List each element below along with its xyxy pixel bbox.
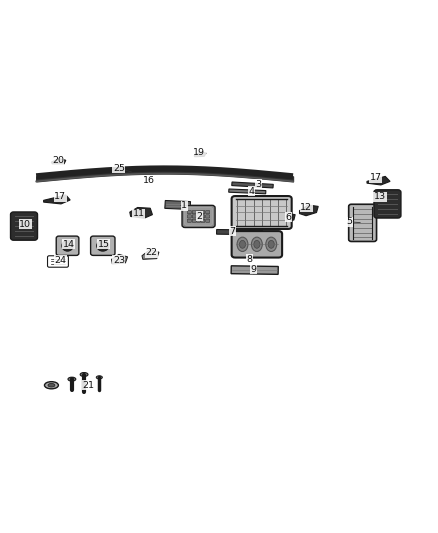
Text: 11: 11 [132,209,145,218]
Bar [216,230,262,235]
Text: 3: 3 [255,180,261,189]
Text: 1: 1 [181,201,187,210]
Text: 6: 6 [286,213,292,222]
Ellipse shape [68,377,76,381]
Ellipse shape [240,240,246,248]
FancyBboxPatch shape [374,190,401,218]
Text: 17: 17 [370,173,381,182]
FancyBboxPatch shape [197,215,201,218]
Text: 5: 5 [346,217,353,227]
Polygon shape [51,158,66,164]
FancyBboxPatch shape [185,207,212,225]
Polygon shape [142,249,159,260]
Text: 24: 24 [54,255,66,264]
Ellipse shape [99,243,106,249]
Text: 15: 15 [98,240,110,249]
FancyBboxPatch shape [197,219,201,222]
Bar [231,266,278,274]
Text: 9: 9 [251,265,257,274]
FancyBboxPatch shape [201,219,205,222]
Text: 12: 12 [300,203,312,212]
FancyBboxPatch shape [192,211,196,214]
Text: 7: 7 [229,227,235,236]
Text: 14: 14 [63,240,75,249]
Ellipse shape [251,237,262,252]
Ellipse shape [97,240,109,251]
FancyBboxPatch shape [11,212,38,240]
FancyBboxPatch shape [182,205,215,228]
Text: 25: 25 [113,164,125,173]
Ellipse shape [254,240,260,248]
FancyBboxPatch shape [206,219,210,222]
Text: 10: 10 [19,220,32,229]
Bar [229,189,266,194]
Ellipse shape [48,383,55,387]
Ellipse shape [64,243,71,249]
Ellipse shape [268,240,274,248]
Ellipse shape [80,373,88,376]
Bar [232,182,273,188]
Polygon shape [367,176,390,185]
FancyBboxPatch shape [232,196,292,229]
Ellipse shape [62,240,73,251]
Text: 19: 19 [194,148,205,157]
FancyBboxPatch shape [206,211,210,214]
Text: 8: 8 [247,255,252,264]
Text: 2: 2 [196,212,202,221]
Text: 22: 22 [145,248,158,257]
Text: 21: 21 [82,381,95,390]
FancyBboxPatch shape [201,215,205,218]
Text: 4: 4 [249,187,254,196]
Text: 13: 13 [374,192,386,201]
FancyBboxPatch shape [192,215,196,218]
FancyBboxPatch shape [56,236,79,255]
Text: 17: 17 [54,192,66,201]
Text: 20: 20 [52,157,64,165]
Text: 23: 23 [113,255,125,264]
Polygon shape [44,195,70,204]
FancyBboxPatch shape [187,211,191,214]
Polygon shape [282,214,295,221]
Polygon shape [130,207,152,218]
FancyBboxPatch shape [232,231,282,257]
Polygon shape [300,205,318,216]
FancyBboxPatch shape [187,219,191,222]
Bar [165,200,191,209]
FancyBboxPatch shape [197,211,201,214]
FancyBboxPatch shape [349,204,377,241]
FancyBboxPatch shape [201,211,205,214]
Ellipse shape [266,237,277,252]
Polygon shape [112,254,127,264]
Ellipse shape [45,382,58,389]
Text: 16: 16 [143,176,155,185]
FancyBboxPatch shape [91,236,115,255]
FancyBboxPatch shape [206,215,210,218]
Ellipse shape [237,237,248,252]
FancyBboxPatch shape [187,215,191,218]
Polygon shape [194,152,206,157]
FancyBboxPatch shape [192,219,196,222]
Ellipse shape [96,376,102,379]
